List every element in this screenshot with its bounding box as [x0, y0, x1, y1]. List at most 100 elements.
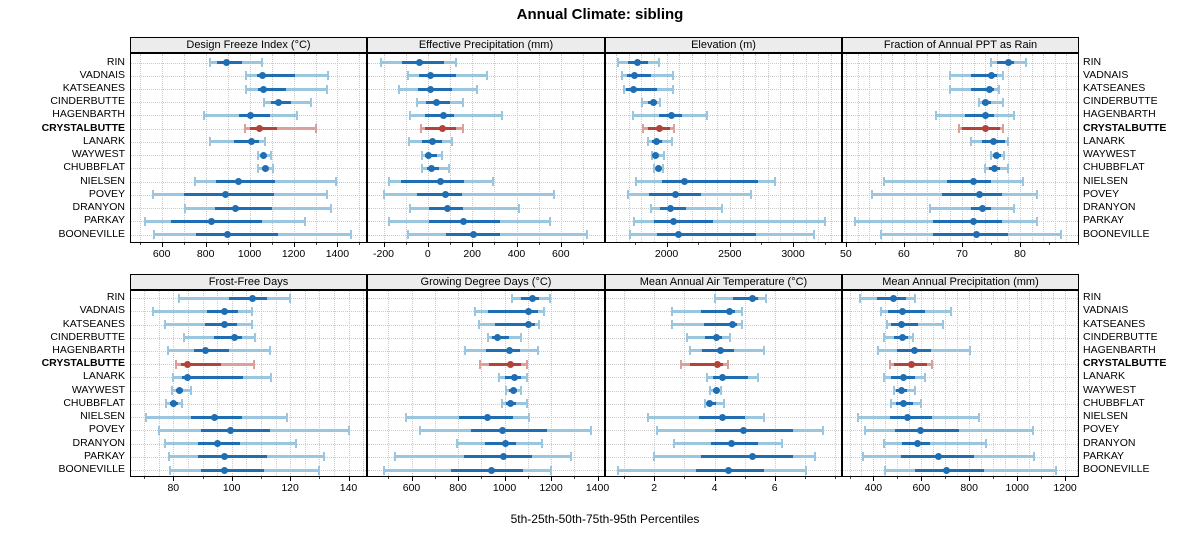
gridline-horizontal — [843, 311, 1078, 313]
gridline-vertical — [830, 54, 832, 242]
median-dot — [184, 373, 192, 381]
whisker-cap — [969, 137, 972, 147]
median-dot — [525, 321, 533, 328]
gridline-vertical — [857, 54, 859, 242]
whisker-cap — [394, 452, 397, 462]
percentile-25-75-band — [249, 127, 278, 131]
gridline-horizontal — [843, 62, 1078, 64]
axis-minor-tick — [202, 477, 204, 479]
gridline-vertical — [869, 54, 871, 242]
median-dot — [672, 191, 679, 199]
whisker-cap — [260, 58, 263, 67]
gridline-vertical — [1020, 54, 1021, 242]
gridline-vertical — [319, 291, 321, 476]
whisker-cap — [920, 399, 923, 409]
site-label-left-vadnais: VADNAIS — [79, 304, 125, 317]
axis-minor-tick — [744, 477, 746, 479]
median-dot — [916, 426, 924, 434]
site-label-left-vadnais: VADNAIS — [79, 68, 125, 81]
whisker-cap — [728, 333, 731, 343]
whisker-cap — [335, 177, 338, 187]
median-dot — [502, 440, 510, 447]
median-dot — [483, 413, 491, 421]
site-label-left-lanark: LANARK — [82, 370, 125, 383]
whisker-cap — [673, 124, 676, 134]
median-dot — [221, 191, 229, 199]
site-label-left-povey: POVEY — [88, 423, 125, 436]
gridline-vertical — [161, 54, 163, 242]
whisker-cap — [985, 439, 987, 448]
axis-minor-tick — [574, 477, 576, 479]
site-label-left-chubbflat: CHUBBFLAT — [63, 161, 125, 174]
gridline-vertical — [818, 54, 820, 242]
axis-minor-tick — [144, 477, 146, 479]
panel-title: Design Freeze Index (°C) — [186, 39, 311, 51]
median-dot — [903, 413, 911, 421]
axis-minor-tick — [635, 243, 637, 245]
whisker-cap — [1002, 150, 1005, 160]
whisker-cap — [398, 84, 400, 94]
axis-tick — [383, 243, 385, 247]
whisker-cap — [749, 190, 752, 200]
whisker-cap — [165, 399, 167, 409]
median-dot — [438, 125, 446, 133]
axis-minor-tick — [527, 477, 529, 479]
median-dot — [666, 204, 674, 212]
median-dot — [910, 347, 918, 355]
whisker-cap — [504, 386, 507, 396]
site-label-left-waywest: WAYWEST — [71, 148, 125, 161]
percentile-25-75-band — [714, 428, 793, 432]
site-label-left-nielsen: NIELSEN — [80, 174, 125, 187]
axis-minor-tick — [139, 243, 141, 245]
panel-plot-effective-precipitation-mm — [367, 53, 605, 243]
whisker-cap — [661, 163, 664, 173]
gridline-vertical — [450, 54, 451, 242]
gridline-vertical — [909, 291, 911, 476]
whisker-cap — [864, 425, 866, 435]
whisker-cap — [620, 71, 623, 81]
percentile-25-75-band — [690, 362, 724, 366]
percentile-25-75-band — [662, 180, 759, 184]
whisker-cap — [617, 58, 619, 67]
axis-minor-tick — [388, 477, 390, 479]
whisker-cap — [812, 230, 815, 239]
panel-title: Growing Degree Days (°C) — [420, 276, 552, 288]
axis-minor-tick — [227, 243, 229, 245]
whisker-cap — [1054, 465, 1057, 475]
median-dot — [426, 72, 434, 80]
gridline-horizontal — [606, 208, 841, 209]
site-label-right-booneville: BOONEVILLE — [1083, 227, 1150, 240]
whisker-cap — [202, 110, 205, 120]
percentile-25-75-band — [180, 362, 222, 366]
axis-tick-label: 50 — [840, 248, 852, 260]
whisker-cap — [166, 346, 169, 356]
site-label-right-waywest: WAYWEST — [1083, 148, 1137, 161]
percentile-25-75-band — [488, 309, 539, 313]
gridline-vertical — [388, 291, 390, 476]
median-dot — [488, 466, 496, 474]
whisker-cap — [626, 190, 629, 200]
axis-minor-tick — [897, 477, 899, 479]
axis-tick — [1017, 477, 1019, 481]
whisker-cap — [404, 412, 407, 422]
gridline-horizontal — [131, 102, 366, 104]
gridline-vertical — [597, 291, 599, 476]
whisker-cap — [455, 439, 458, 448]
whisker-cap — [764, 293, 767, 303]
gridline-vertical — [993, 291, 995, 476]
axis-minor-tick — [271, 243, 273, 245]
site-label-left-dranyon: DRANYON — [72, 201, 125, 213]
gridline-horizontal — [843, 102, 1078, 104]
whisker-cap — [958, 124, 960, 134]
whisker-cap — [189, 386, 192, 396]
whisker-cap — [879, 230, 882, 239]
whisker-cap — [543, 306, 545, 316]
whisker-cap — [757, 372, 760, 382]
panel-plot-elevation-m — [605, 53, 842, 243]
gridline-vertical — [717, 54, 719, 242]
gridline-vertical — [835, 291, 836, 476]
gridline-vertical — [516, 54, 518, 242]
whisker-cap — [883, 333, 886, 343]
gridline-horizontal — [606, 128, 841, 130]
site-label-left-chubbflat: CHUBBFLAT — [63, 396, 125, 409]
